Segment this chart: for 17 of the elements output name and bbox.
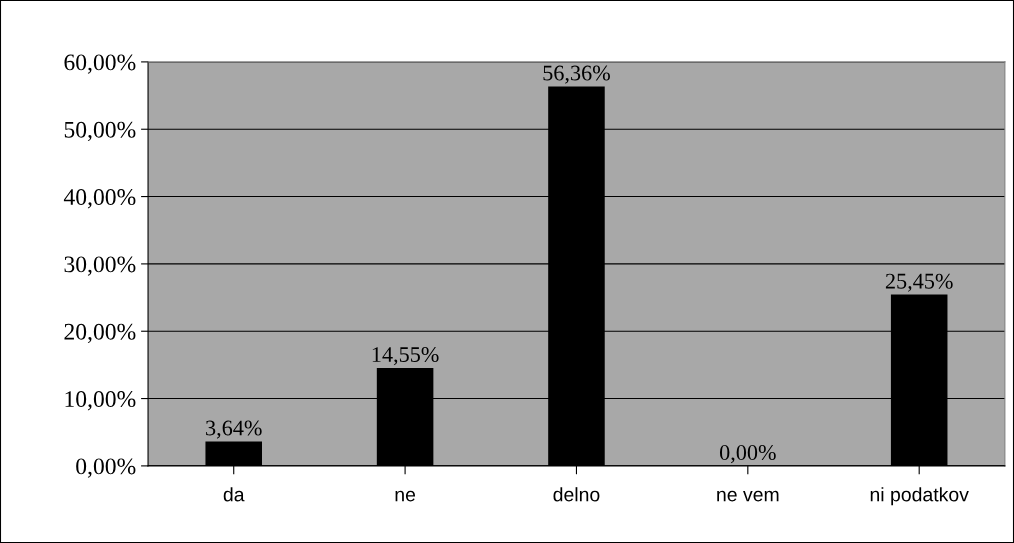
x-tick-label: delno xyxy=(553,487,600,502)
data-label: 56,36% xyxy=(543,65,610,84)
y-tick-label: 30,00% xyxy=(64,256,136,276)
data-label: 14,55% xyxy=(372,347,439,366)
y-tick-label: 60,00% xyxy=(64,54,136,74)
x-tick-label: ne vem xyxy=(717,490,779,502)
x-tick-label: da xyxy=(223,487,245,502)
y-tick-label: 50,00% xyxy=(64,121,136,142)
y-tick-label: 10,00% xyxy=(65,391,136,411)
y-tick-label: 0,00% xyxy=(76,458,136,478)
y-tick-label: 20,00% xyxy=(64,323,136,344)
x-tick-label: ni podatkov xyxy=(870,487,969,506)
data-label: 3,64% xyxy=(206,420,262,439)
y-tick-label: 40,00% xyxy=(63,189,136,209)
data-label: 25,45% xyxy=(885,273,953,292)
data-label: 0,00% xyxy=(719,444,776,464)
x-tick-label: ne xyxy=(395,490,416,502)
